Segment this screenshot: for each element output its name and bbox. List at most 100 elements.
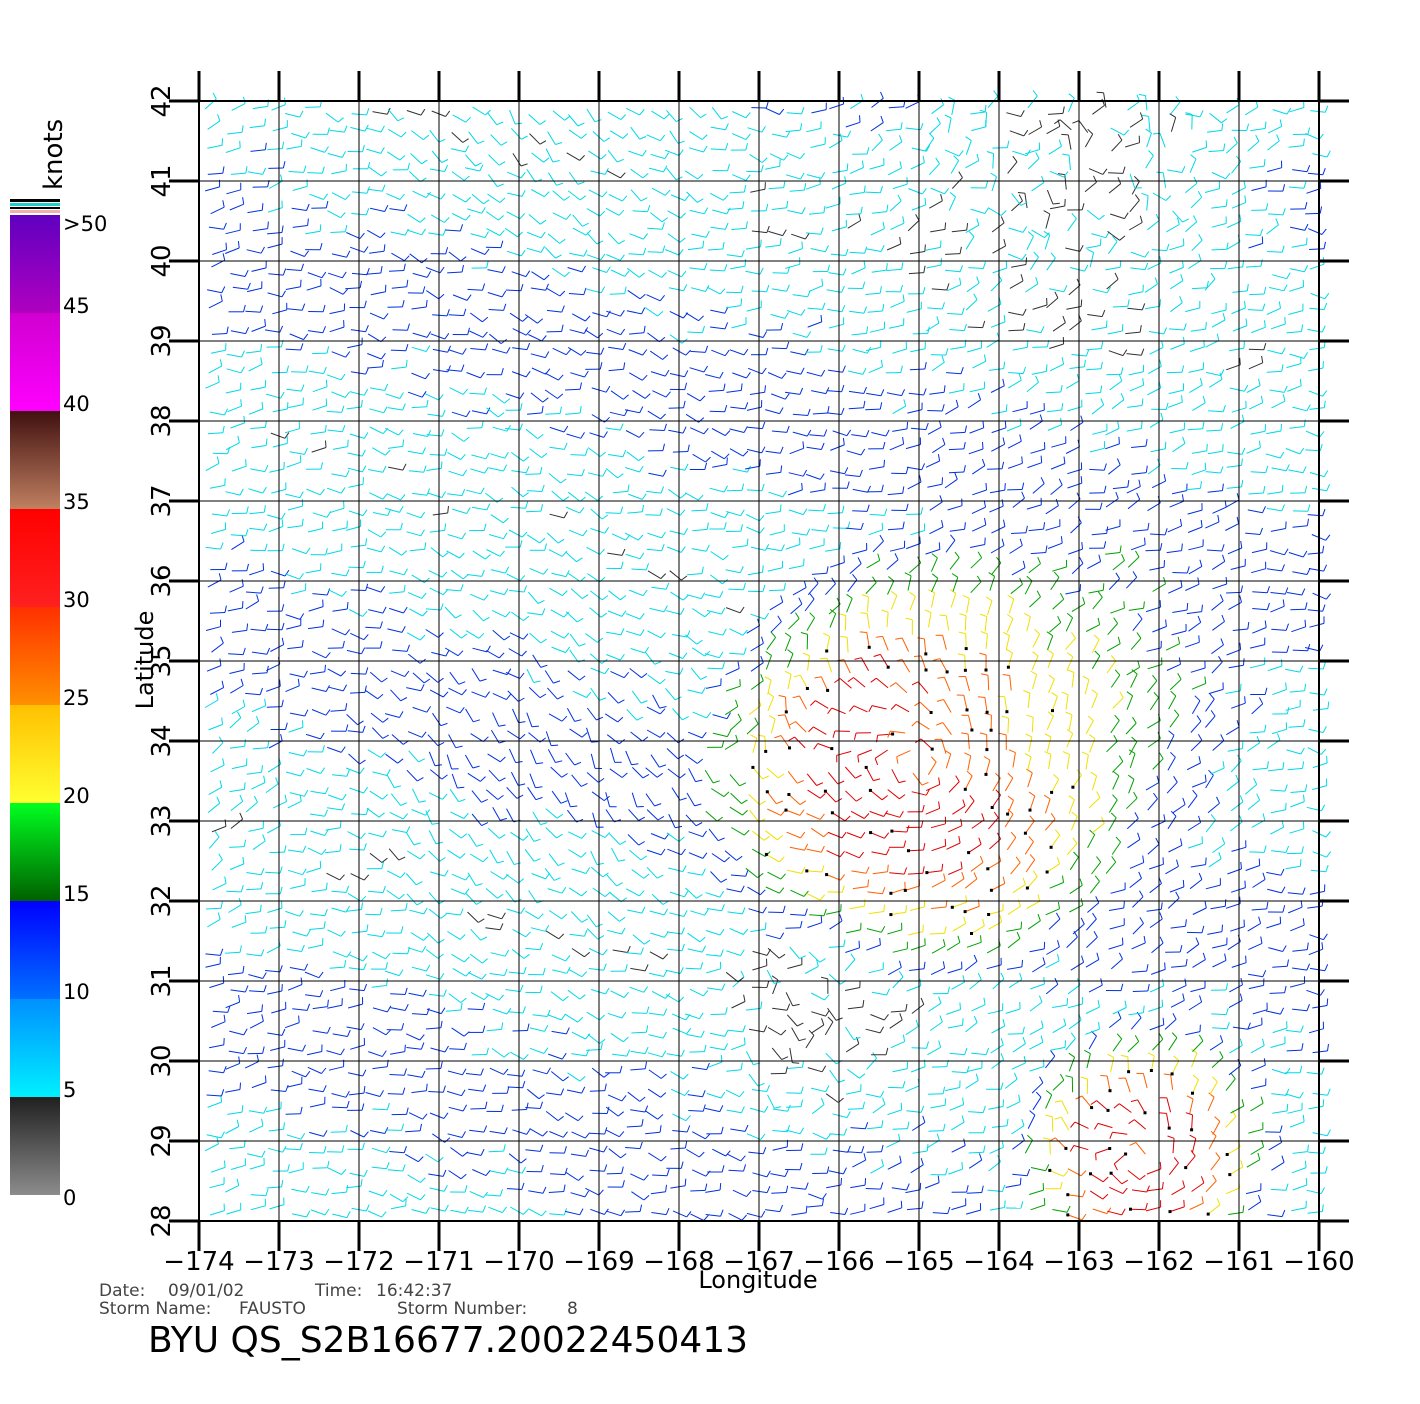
wind-barb bbox=[625, 1212, 640, 1213]
wind-barb-flag bbox=[1305, 620, 1306, 627]
rain-flag-marker bbox=[990, 729, 993, 732]
wind-barb bbox=[771, 1193, 786, 1194]
wind-barb-flag bbox=[840, 542, 841, 549]
rain-flag-marker bbox=[1050, 791, 1053, 794]
wind-barb-flag bbox=[1245, 881, 1246, 888]
wind-barb-flag bbox=[1306, 1178, 1307, 1185]
wind-barb bbox=[590, 1091, 605, 1092]
wind-barb-flag bbox=[1321, 990, 1325, 996]
wind-barb-flag bbox=[1325, 964, 1328, 970]
wind-barb bbox=[351, 673, 366, 674]
wind-barb-flag bbox=[1327, 999, 1328, 1006]
wind-barb-flag bbox=[1222, 925, 1223, 932]
wind-barb-flag bbox=[1323, 1147, 1325, 1154]
wind-barb bbox=[927, 411, 942, 412]
wind-barb-flag bbox=[1324, 565, 1327, 571]
rain-flag-marker bbox=[889, 892, 892, 895]
wind-barb-flag bbox=[901, 1103, 902, 1110]
wind-barb bbox=[388, 1094, 403, 1095]
wind-barb bbox=[909, 850, 924, 851]
wind-barb bbox=[710, 411, 725, 412]
rain-flag-marker bbox=[1071, 786, 1074, 789]
rain-flag-marker bbox=[1150, 1069, 1153, 1072]
wind-barb bbox=[348, 567, 363, 568]
rain-flag-marker bbox=[1109, 1089, 1112, 1092]
rain-flag-marker bbox=[1066, 1213, 1069, 1216]
wind-barb-flag bbox=[263, 563, 264, 570]
legend-band bbox=[10, 215, 60, 313]
wind-barb bbox=[988, 675, 989, 690]
wind-barb-flag bbox=[1223, 444, 1224, 451]
wind-barb-flag bbox=[1067, 998, 1068, 1005]
legend-label: 30 bbox=[63, 588, 90, 612]
wind-barb-flag bbox=[1103, 583, 1104, 590]
wind-barb-flag bbox=[820, 658, 827, 659]
wind-barb-flag bbox=[1322, 1205, 1323, 1212]
wind-barb-flag bbox=[1320, 431, 1324, 437]
rain-flag-marker bbox=[1089, 1172, 1092, 1175]
wind-barb bbox=[1131, 1209, 1146, 1210]
wind-barb-flag bbox=[1324, 934, 1328, 940]
rain-flag-marker bbox=[824, 790, 827, 793]
legend-label: 25 bbox=[63, 686, 90, 710]
wind-barb-flag bbox=[792, 1063, 799, 1064]
wind-barb-flag bbox=[1207, 444, 1208, 451]
rain-flag-marker bbox=[764, 750, 767, 753]
wind-barb-flag bbox=[860, 613, 867, 614]
rain-flag-marker bbox=[1127, 1070, 1130, 1073]
rain-flag-marker bbox=[1051, 709, 1054, 712]
wind-barb bbox=[1270, 993, 1285, 994]
wind-barb bbox=[269, 588, 284, 589]
rain-flag-marker bbox=[1090, 1106, 1093, 1109]
rain-flag-marker bbox=[830, 747, 833, 750]
legend-band bbox=[10, 705, 60, 803]
wind-barb bbox=[1293, 650, 1308, 651]
rain-flag-marker bbox=[970, 932, 973, 935]
wind-barb bbox=[1145, 550, 1160, 551]
legend-label: 0 bbox=[63, 1186, 76, 1210]
rain-flag-marker bbox=[787, 793, 790, 796]
wind-barb-flag bbox=[882, 523, 883, 530]
wind-barb-flag bbox=[1328, 1044, 1329, 1051]
wind-barb-flag bbox=[1022, 456, 1023, 463]
rain-flag-marker bbox=[751, 766, 754, 769]
wind-barb-flag bbox=[405, 1045, 406, 1052]
wind-barb-flag bbox=[570, 806, 577, 807]
wind-barb bbox=[489, 1151, 504, 1152]
wind-barb-flag bbox=[1328, 702, 1329, 709]
wind-barb-flag bbox=[907, 422, 908, 429]
wind-barb-flag bbox=[1322, 1068, 1325, 1075]
wind-barb bbox=[332, 1107, 347, 1108]
wind-barb-flag bbox=[326, 441, 327, 448]
rain-flag-marker bbox=[806, 687, 809, 690]
rain-flag-marker bbox=[1006, 813, 1009, 816]
wind-barb-flag bbox=[960, 1003, 961, 1010]
rain-flag-marker bbox=[1190, 1128, 1193, 1131]
wind-barb-flag bbox=[986, 483, 987, 490]
wind-barb bbox=[769, 590, 784, 591]
wind-barb bbox=[688, 1111, 703, 1112]
wind-barb-flag bbox=[1160, 1162, 1161, 1169]
wind-barb bbox=[708, 668, 723, 669]
rain-flag-marker bbox=[1029, 809, 1032, 812]
wind-barb-flag bbox=[1321, 749, 1326, 754]
wind-barb-flag bbox=[841, 1178, 842, 1185]
wind-barb-flag bbox=[225, 1161, 226, 1168]
wind-barb bbox=[690, 1052, 705, 1053]
wind-barb-flag bbox=[348, 440, 349, 447]
wind-barb-flag bbox=[1320, 645, 1323, 651]
legend-label: 5 bbox=[63, 1078, 76, 1102]
legend-band bbox=[10, 509, 60, 607]
wind-barb-flag bbox=[1082, 542, 1083, 549]
rain-flag-marker bbox=[825, 873, 828, 876]
rain-flag-marker bbox=[1048, 1169, 1051, 1172]
rain-flag-marker bbox=[1110, 1172, 1113, 1175]
wind-barb bbox=[467, 428, 482, 429]
rain-flag-marker bbox=[788, 746, 791, 749]
wind-barb-flag bbox=[1199, 635, 1200, 642]
legend-band bbox=[10, 999, 60, 1097]
wind-barb-flag bbox=[978, 697, 985, 698]
wind-barb bbox=[390, 1075, 405, 1076]
